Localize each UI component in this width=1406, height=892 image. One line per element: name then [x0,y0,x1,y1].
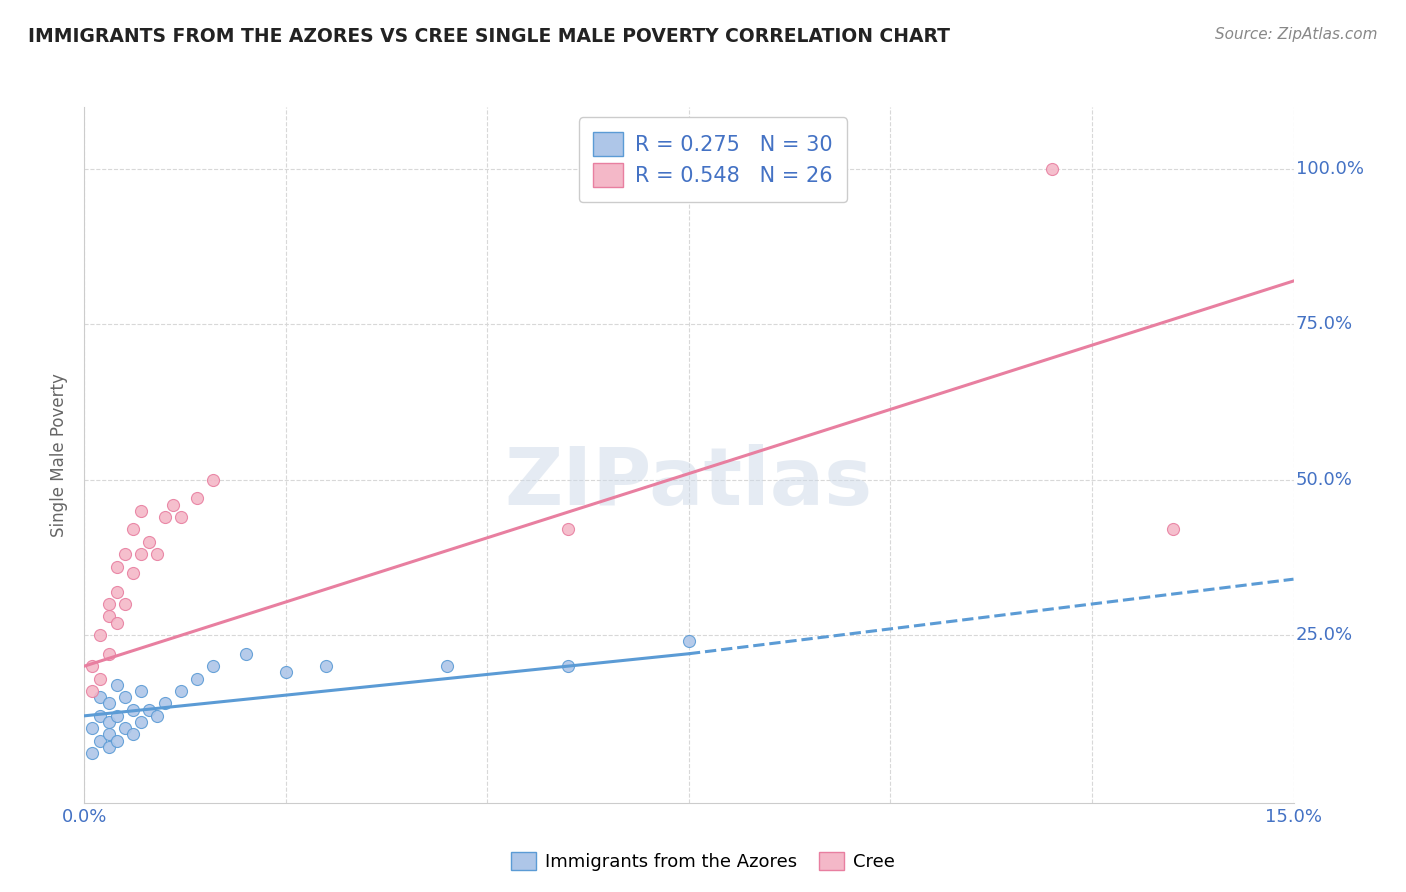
Point [274,665,297,680]
Point [105,559,128,574]
Point [162,498,184,512]
Point [121,523,143,537]
Point [121,727,143,741]
Point [170,684,193,698]
Point [557,523,579,537]
Point [1161,523,1184,537]
Point [170,510,193,524]
Point [121,703,143,717]
Point [105,708,128,723]
Point [105,615,128,630]
Point [89,708,111,723]
Point [129,714,152,729]
Point [97,739,120,754]
Point [186,491,208,506]
Point [97,609,120,624]
Point [97,697,120,711]
Point [97,714,120,729]
Point [129,547,152,561]
Point [105,733,128,747]
Point [186,672,208,686]
Point [97,647,120,661]
Legend: R = 0.275   N = 30, R = 0.548   N = 26: R = 0.275 N = 30, R = 0.548 N = 26 [579,118,848,202]
Point [138,534,160,549]
Point [202,659,225,673]
Point [146,547,169,561]
Point [114,597,136,611]
Point [105,584,128,599]
Point [89,690,111,705]
Point [138,703,160,717]
Point [153,510,176,524]
Text: 100.0%: 100.0% [1296,161,1364,178]
Point [153,697,176,711]
Text: IMMIGRANTS FROM THE AZORES VS CREE SINGLE MALE POVERTY CORRELATION CHART: IMMIGRANTS FROM THE AZORES VS CREE SINGL… [28,27,950,45]
Point [97,597,120,611]
Y-axis label: Single Male Poverty: Single Male Poverty [51,373,69,537]
Text: 25.0%: 25.0% [1296,626,1353,644]
Point [129,504,152,518]
Text: 50.0%: 50.0% [1296,471,1353,489]
Point [114,690,136,705]
Point [436,659,458,673]
Point [97,727,120,741]
Point [557,659,579,673]
Point [202,473,225,487]
Point [82,659,104,673]
Point [114,547,136,561]
Point [105,678,128,692]
Legend: Immigrants from the Azores, Cree: Immigrants from the Azores, Cree [503,845,903,879]
Text: 75.0%: 75.0% [1296,316,1353,334]
Point [82,721,104,735]
Point [1040,162,1063,177]
Text: Source: ZipAtlas.com: Source: ZipAtlas.com [1215,27,1378,42]
Text: ZIPatlas: ZIPatlas [505,443,873,522]
Point [315,659,337,673]
Point [89,628,111,642]
Point [121,566,143,580]
Point [678,634,700,648]
Point [89,672,111,686]
Point [82,746,104,760]
Point [89,733,111,747]
Point [146,708,169,723]
Point [82,684,104,698]
Point [235,647,257,661]
Point [114,721,136,735]
Point [129,684,152,698]
